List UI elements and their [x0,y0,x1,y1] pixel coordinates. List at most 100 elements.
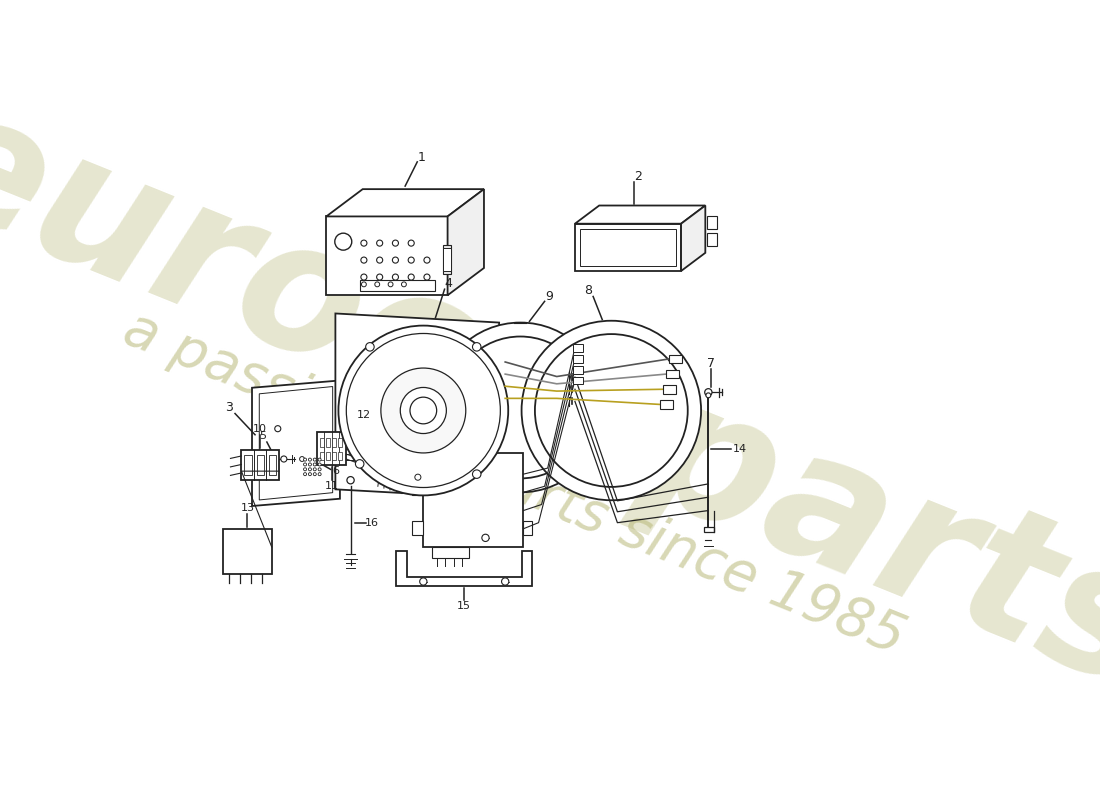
Circle shape [275,426,280,432]
Circle shape [393,274,398,280]
Circle shape [308,458,311,461]
Bar [392,460,397,470]
Polygon shape [575,206,705,224]
Text: 12: 12 [356,410,371,420]
Text: 10: 10 [253,424,267,434]
Polygon shape [252,381,340,506]
Polygon shape [260,386,332,500]
Circle shape [705,389,712,396]
Bar [663,385,676,394]
Bar [660,400,673,409]
Bar [432,547,469,558]
Bar [580,229,676,266]
Circle shape [314,463,317,466]
Text: 2: 2 [634,170,641,183]
Circle shape [314,468,317,471]
Bar [572,366,583,374]
Bar [317,432,346,465]
Circle shape [436,322,605,492]
Circle shape [308,463,311,466]
Bar [241,450,279,480]
Circle shape [381,368,465,453]
Circle shape [361,257,367,263]
Bar [572,344,583,352]
Bar [320,438,323,447]
Text: 16: 16 [365,518,378,528]
Circle shape [393,257,398,263]
Polygon shape [681,206,705,271]
Bar [360,280,436,291]
Circle shape [365,342,374,351]
Circle shape [318,458,321,461]
Text: 8: 8 [584,284,592,297]
Bar [706,234,717,246]
Circle shape [408,240,415,246]
Text: 11: 11 [324,482,339,491]
Bar [338,452,342,460]
Bar [385,460,390,470]
Polygon shape [396,551,532,586]
Bar [412,482,424,495]
Circle shape [376,274,383,280]
Circle shape [706,393,711,398]
Circle shape [355,460,364,468]
Text: 6: 6 [332,466,339,476]
Bar [398,460,404,470]
Bar [378,446,383,456]
Text: 13: 13 [241,502,254,513]
Text: a passion for parts since 1985: a passion for parts since 1985 [116,302,913,665]
Circle shape [334,233,352,250]
Polygon shape [448,189,484,295]
Circle shape [415,474,421,480]
Text: 14: 14 [733,444,747,454]
Circle shape [450,337,592,478]
Circle shape [361,274,367,280]
Bar [320,452,323,460]
Circle shape [482,534,490,542]
Bar [256,454,264,475]
Circle shape [375,282,379,286]
Bar [572,377,583,385]
Circle shape [314,458,317,461]
Circle shape [308,468,311,471]
Text: 1: 1 [418,151,426,164]
Circle shape [535,334,688,487]
Circle shape [393,240,398,246]
Bar [398,446,404,456]
Circle shape [346,334,500,487]
Circle shape [304,463,307,466]
Circle shape [280,456,287,462]
Bar [424,453,524,547]
Text: 9: 9 [546,290,553,303]
Circle shape [376,240,383,246]
Circle shape [408,274,415,280]
Circle shape [304,458,307,461]
Circle shape [521,321,701,500]
Bar [706,217,717,229]
Bar [666,370,679,378]
Circle shape [420,578,427,585]
Circle shape [314,473,317,476]
Text: eurocarparts: eurocarparts [0,70,1100,726]
Bar [326,438,330,447]
Bar [669,354,682,363]
Bar [378,460,383,470]
Text: 3: 3 [226,401,233,414]
Bar [338,438,342,447]
Circle shape [304,473,307,476]
Bar [268,454,276,475]
Circle shape [318,463,321,466]
Bar [442,245,451,274]
Text: 4: 4 [444,278,453,290]
Circle shape [318,468,321,471]
Circle shape [299,457,305,462]
Circle shape [388,282,393,286]
Circle shape [400,387,447,434]
Bar [572,355,583,362]
Bar [412,522,424,535]
Bar [392,446,397,456]
Circle shape [308,473,311,476]
Bar [223,529,272,574]
Circle shape [376,257,383,263]
Polygon shape [327,217,448,295]
